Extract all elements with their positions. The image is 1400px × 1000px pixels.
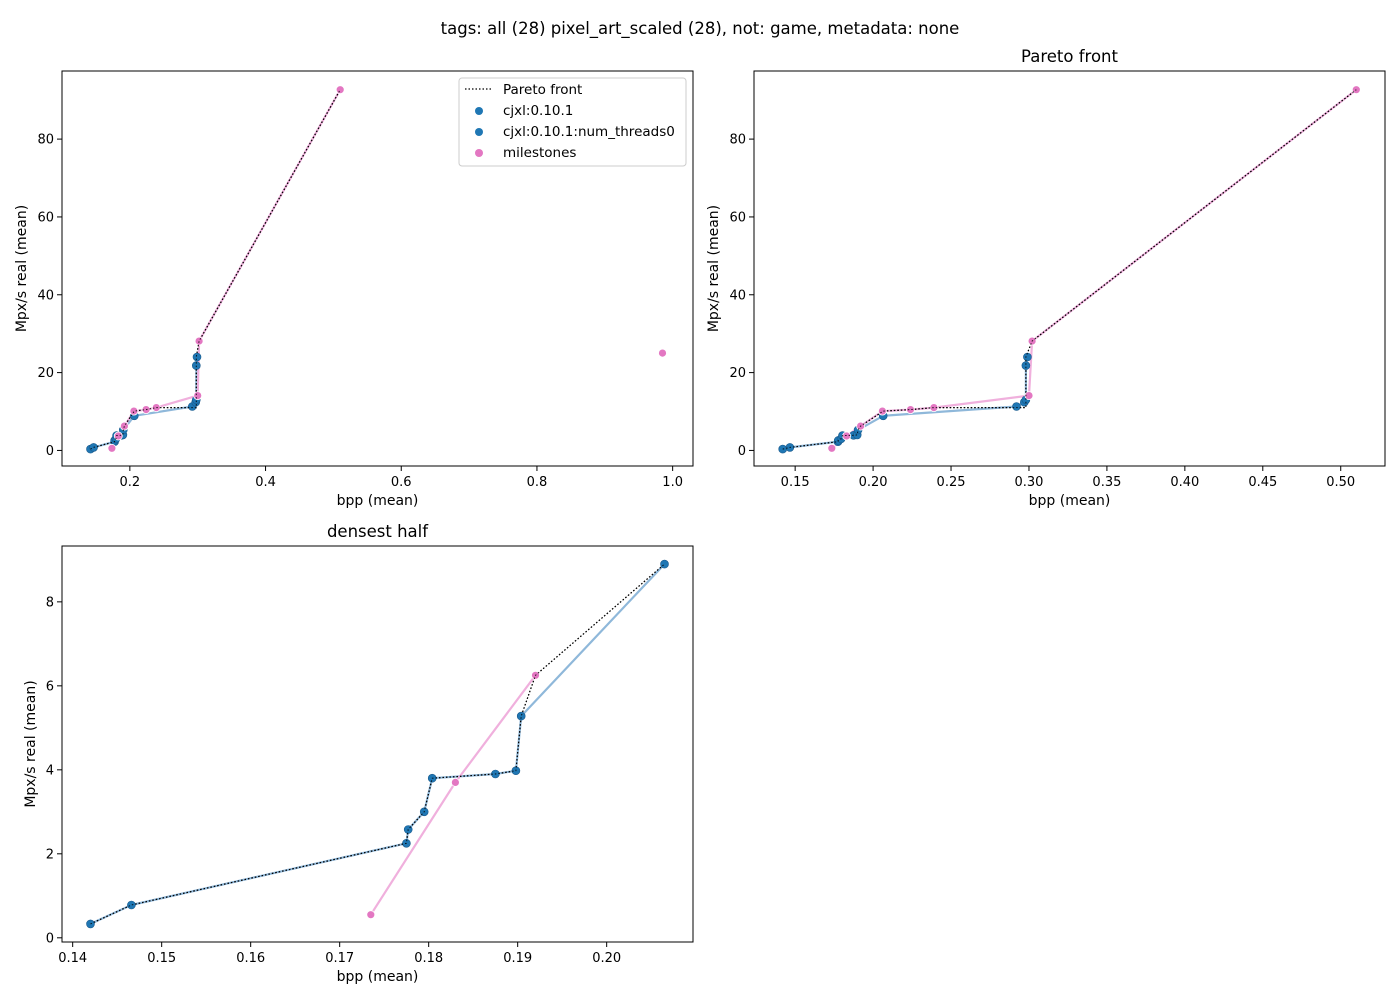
y-tick-label: 80 bbox=[37, 133, 54, 148]
pareto-front-line bbox=[90, 563, 665, 925]
milestones-point bbox=[842, 431, 851, 441]
x-tick-label: 0.25 bbox=[937, 475, 966, 490]
series-line-cjxl bbox=[90, 563, 666, 925]
pareto-front-overlay bbox=[90, 89, 341, 450]
figure-title: tags: all (28) pixel_art_scaled (28), no… bbox=[441, 19, 960, 39]
pareto-front-overlay bbox=[782, 89, 1357, 450]
plot-area bbox=[86, 559, 669, 929]
x-tick-label: 0.20 bbox=[859, 475, 888, 490]
x-tick-label: 0.40 bbox=[1170, 475, 1199, 490]
x-tick-label: 0.45 bbox=[1248, 475, 1277, 490]
cjxl-point bbox=[1021, 361, 1031, 370]
pareto-front-line bbox=[90, 89, 341, 450]
milestones-point bbox=[658, 348, 667, 358]
milestones-point bbox=[1024, 391, 1034, 401]
x-tick-label: 0.2 bbox=[120, 475, 141, 490]
x-axis-label: bpp (mean) bbox=[337, 969, 419, 985]
series-line-cjxl bbox=[89, 356, 199, 451]
milestones-point bbox=[450, 778, 460, 787]
legend-cjxl-swatch bbox=[475, 107, 483, 115]
milestones-point bbox=[193, 391, 203, 401]
x-tick-label: 0.18 bbox=[414, 951, 443, 966]
x-tick-label: 0.16 bbox=[236, 951, 265, 966]
plot-area bbox=[86, 85, 667, 454]
axes-frame bbox=[61, 70, 694, 467]
x-tick-label: 0.19 bbox=[503, 951, 532, 966]
legend-label: milestones bbox=[503, 145, 576, 161]
x-tick-label: 0.6 bbox=[391, 475, 412, 490]
milestones-point bbox=[151, 403, 161, 413]
panel-title: densest half bbox=[327, 522, 429, 541]
series-line-milestones bbox=[110, 89, 342, 449]
legend-cjxl-swatch bbox=[475, 128, 483, 136]
milestones-point bbox=[335, 85, 345, 95]
x-tick-label: 0.15 bbox=[147, 951, 176, 966]
y-tick-label: 4 bbox=[46, 763, 54, 778]
x-axis-label: bpp (mean) bbox=[1029, 493, 1111, 509]
legend-label: cjxl:0.10.1:num_threads0 bbox=[503, 124, 675, 140]
y-tick-label: 2 bbox=[46, 847, 54, 862]
pareto-front-line bbox=[782, 89, 1357, 450]
cjxl-point bbox=[1023, 352, 1032, 362]
y-axis-label: Mpx/s real (mean) bbox=[23, 680, 39, 807]
y-tick-label: 0 bbox=[738, 444, 746, 459]
x-tick-label: 0.14 bbox=[58, 951, 87, 966]
milestones-point bbox=[906, 405, 915, 415]
x-tick-label: 0.30 bbox=[1014, 475, 1043, 490]
pareto-front-overlay bbox=[90, 563, 665, 925]
y-tick-label: 6 bbox=[46, 679, 54, 694]
x-axis-label: bpp (mean) bbox=[337, 493, 419, 509]
milestones-point bbox=[194, 336, 204, 346]
milestones-point bbox=[827, 443, 837, 453]
legend-label: Pareto front bbox=[503, 82, 582, 98]
x-tick-label: 0.20 bbox=[592, 951, 621, 966]
legend-label: cjxl:0.10.1 bbox=[503, 103, 573, 119]
panel-title: Pareto front bbox=[1021, 47, 1118, 66]
milestones-point bbox=[366, 910, 376, 920]
axes-frame bbox=[753, 70, 1386, 467]
x-tick-label: 0.4 bbox=[255, 475, 276, 490]
y-tick-label: 80 bbox=[729, 133, 746, 148]
y-tick-label: 60 bbox=[729, 210, 746, 225]
cjxl-point bbox=[660, 559, 669, 569]
y-tick-label: 60 bbox=[37, 210, 54, 225]
chart-panel-1: 0.2 0.4 0.6 0.8 1.0 0 20 40 60 80 bpp (mean) Mpx/s … bbox=[14, 70, 694, 509]
x-tick-label: 0.15 bbox=[781, 475, 810, 490]
legend-box bbox=[458, 77, 687, 167]
y-tick-label: 0 bbox=[46, 931, 54, 946]
cjxl-point bbox=[516, 711, 526, 721]
x-tick-label: 0.8 bbox=[527, 475, 548, 490]
chart-panel-2: 0.15 0.20 0.25 0.30 0.35 0.40 0.45 0.50 0 20 40 60 8… bbox=[706, 47, 1386, 509]
x-tick-label: 1.0 bbox=[662, 475, 683, 490]
y-tick-label: 40 bbox=[729, 288, 746, 303]
series-line-milestones bbox=[831, 88, 1357, 450]
y-tick-label: 0 bbox=[46, 444, 54, 459]
axes-frame bbox=[61, 545, 694, 943]
cjxl-point bbox=[1012, 402, 1021, 411]
milestones-point bbox=[878, 406, 887, 416]
milestones-point bbox=[129, 406, 139, 416]
x-tick-label: 0.35 bbox=[1092, 475, 1121, 490]
milestones-point bbox=[107, 443, 117, 453]
cjxl-point bbox=[192, 352, 202, 362]
milestones-point bbox=[120, 421, 129, 431]
legend: Pareto front cjxl:0.10.1 cjxl:0.10.1:num_t… bbox=[458, 77, 687, 167]
y-axis-label: Mpx/s real (mean) bbox=[706, 205, 722, 332]
series-line-milestones bbox=[369, 674, 537, 916]
y-tick-label: 8 bbox=[46, 595, 54, 610]
cjxl-point bbox=[127, 900, 136, 910]
series-line-cjxl bbox=[782, 356, 1029, 451]
x-tick-label: 0.50 bbox=[1326, 475, 1355, 490]
legend-milestones-swatch bbox=[475, 149, 483, 157]
y-tick-label: 40 bbox=[37, 288, 54, 303]
x-tick-label: 0.17 bbox=[325, 951, 354, 966]
plot-area bbox=[778, 85, 1361, 454]
y-tick-label: 20 bbox=[729, 366, 746, 381]
y-tick-label: 20 bbox=[37, 366, 54, 381]
chart-panel-3: 0.14 0.15 0.16 0.17 0.18 0.19 0.20 0 2 4 6 8 bpp (me… bbox=[23, 522, 694, 985]
y-axis-label: Mpx/s real (mean) bbox=[14, 205, 30, 332]
